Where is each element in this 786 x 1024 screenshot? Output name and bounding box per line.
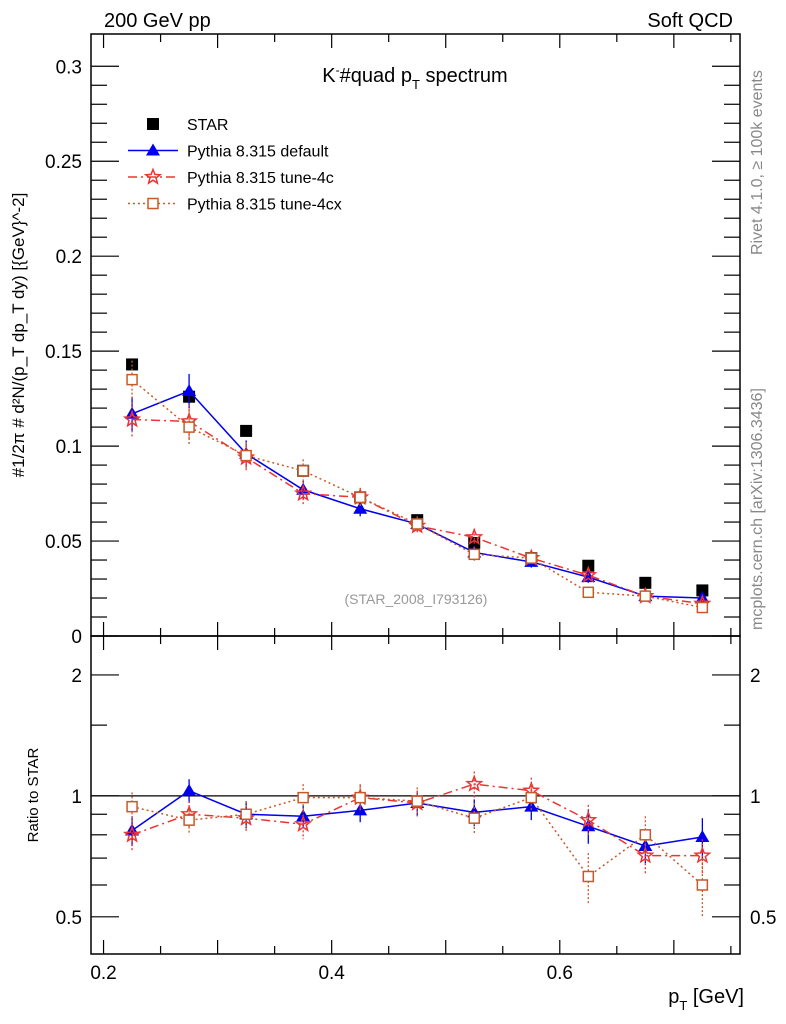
legend-item-STAR: STAR (147, 117, 228, 134)
header-right: Soft QCD (647, 10, 733, 32)
ratio-y-axis-label: Ratio to STAR (25, 747, 42, 842)
mcplots-label: mcplots.cern.ch [arXiv:1306.3436] (749, 388, 766, 630)
ratio-plot-frame (90, 635, 741, 955)
marker-star (465, 527, 484, 546)
marker-square-open (126, 373, 138, 386)
legend-item-default: Pythia 8.315 default (128, 143, 329, 161)
marker-square-open (354, 491, 366, 504)
ratio-y-tick-label: 0.5 (56, 908, 82, 929)
marker-square-open (696, 879, 709, 891)
marker-triangle (353, 501, 368, 514)
marker-square-open (240, 449, 252, 462)
marker-square-open (183, 421, 195, 433)
main-line-tune4cx (131, 379, 703, 609)
marker-star (294, 814, 313, 833)
ratio-y-tick-label: 2 (71, 666, 82, 687)
marker-square-open (696, 601, 709, 614)
main-y-tick-label: 0.1 (56, 437, 82, 458)
legend-item-tune4c: Pythia 8.315 tune-4c (128, 167, 334, 187)
marker-star (579, 565, 598, 584)
legend: STAR Pythia 8.315 default Pythia 8.315 tun… (128, 117, 342, 214)
marker-square-open (297, 791, 309, 804)
marker-square-open (411, 795, 423, 807)
marker-triangle (182, 384, 197, 397)
main-series-default (125, 373, 710, 604)
main-y-tick-label: 0.05 (45, 532, 82, 553)
legend-label: Pythia 8.315 tune-4c (187, 170, 334, 187)
marker-star (122, 825, 142, 843)
marker-star (579, 810, 598, 828)
legend-label: Pythia 8.315 tune-4cx (187, 197, 342, 214)
main-y-tick-label: 0 (71, 627, 82, 648)
main-series-STAR (126, 358, 709, 597)
marker-square-open (468, 812, 480, 824)
x-tick-label: 0.4 (318, 963, 345, 984)
rivet-version-label: Rivet 4.1.0, ≥ 100k events (749, 70, 766, 255)
marker-square-filled (240, 424, 253, 437)
ratio-series-group (122, 771, 712, 917)
legend-label: STAR (187, 117, 228, 134)
marker-triangle (182, 783, 197, 796)
main-y-axis-label: #1/2π # d²N/(p_T dp_T dy) [{GeV}^-2] (9, 193, 28, 478)
marker-triangle (146, 143, 160, 156)
ratio-series-tune4c (122, 771, 712, 874)
chart-title: K-#quad pT spectrum (322, 63, 507, 92)
marker-square-filled (696, 584, 709, 597)
marker-square-open (582, 870, 595, 883)
marker-square-filled (639, 576, 652, 589)
marker-square-open (582, 586, 595, 599)
legend-label: Pythia 8.315 default (187, 144, 329, 161)
marker-square-open (525, 552, 538, 564)
marker-square-filled (147, 118, 159, 130)
ratio-line-tune4cx (131, 796, 703, 886)
marker-star (143, 167, 163, 185)
main-y-tick-label: 0.3 (56, 57, 82, 78)
marker-square-open (468, 548, 480, 561)
marker-square-open (354, 791, 366, 804)
main-series-tune4c (122, 402, 712, 612)
main-line-default (131, 390, 703, 599)
ratio-y-tick-label-right: 0.5 (750, 908, 776, 929)
main-y-tick-label: 0.15 (45, 342, 82, 363)
analysis-id: (STAR_2008_I793126) (345, 591, 488, 607)
marker-square-open (147, 197, 159, 210)
marker-triangle (695, 829, 710, 842)
ratio-y-tick-label-right: 2 (750, 666, 761, 687)
x-axis-label: pT [GeV] (668, 986, 744, 1013)
marker-square-open (297, 465, 309, 477)
marker-star (294, 483, 313, 502)
marker-square-open (126, 800, 138, 813)
marker-square-open (183, 814, 195, 826)
marker-square-filled (126, 358, 139, 371)
main-line-tune4c (132, 418, 703, 605)
marker-square-open (639, 829, 652, 841)
marker-square-open (240, 808, 252, 821)
marker-star (465, 774, 484, 792)
ratio-y-tick-label-right: 1 (750, 787, 761, 808)
main-y-tick-label: 0.25 (45, 152, 82, 173)
x-tick-label: 0.6 (547, 963, 573, 984)
marker-star (636, 846, 655, 864)
ratio-series-tune4cx (126, 784, 709, 917)
main-series-group (122, 358, 712, 614)
main-series-tune4cx (126, 360, 709, 614)
ratio-y-tick-label: 1 (71, 787, 82, 808)
marker-star (122, 409, 142, 428)
legend-item-tune4cx: Pythia 8.315 tune-4cx (128, 197, 342, 214)
header-left: 200 GeV pp (104, 10, 211, 32)
marker-square-open (525, 791, 538, 804)
marker-square-open (411, 518, 423, 530)
x-tick-label: 0.2 (90, 963, 116, 984)
main-y-tick-label: 0.2 (56, 247, 82, 268)
marker-square-open (639, 590, 652, 602)
